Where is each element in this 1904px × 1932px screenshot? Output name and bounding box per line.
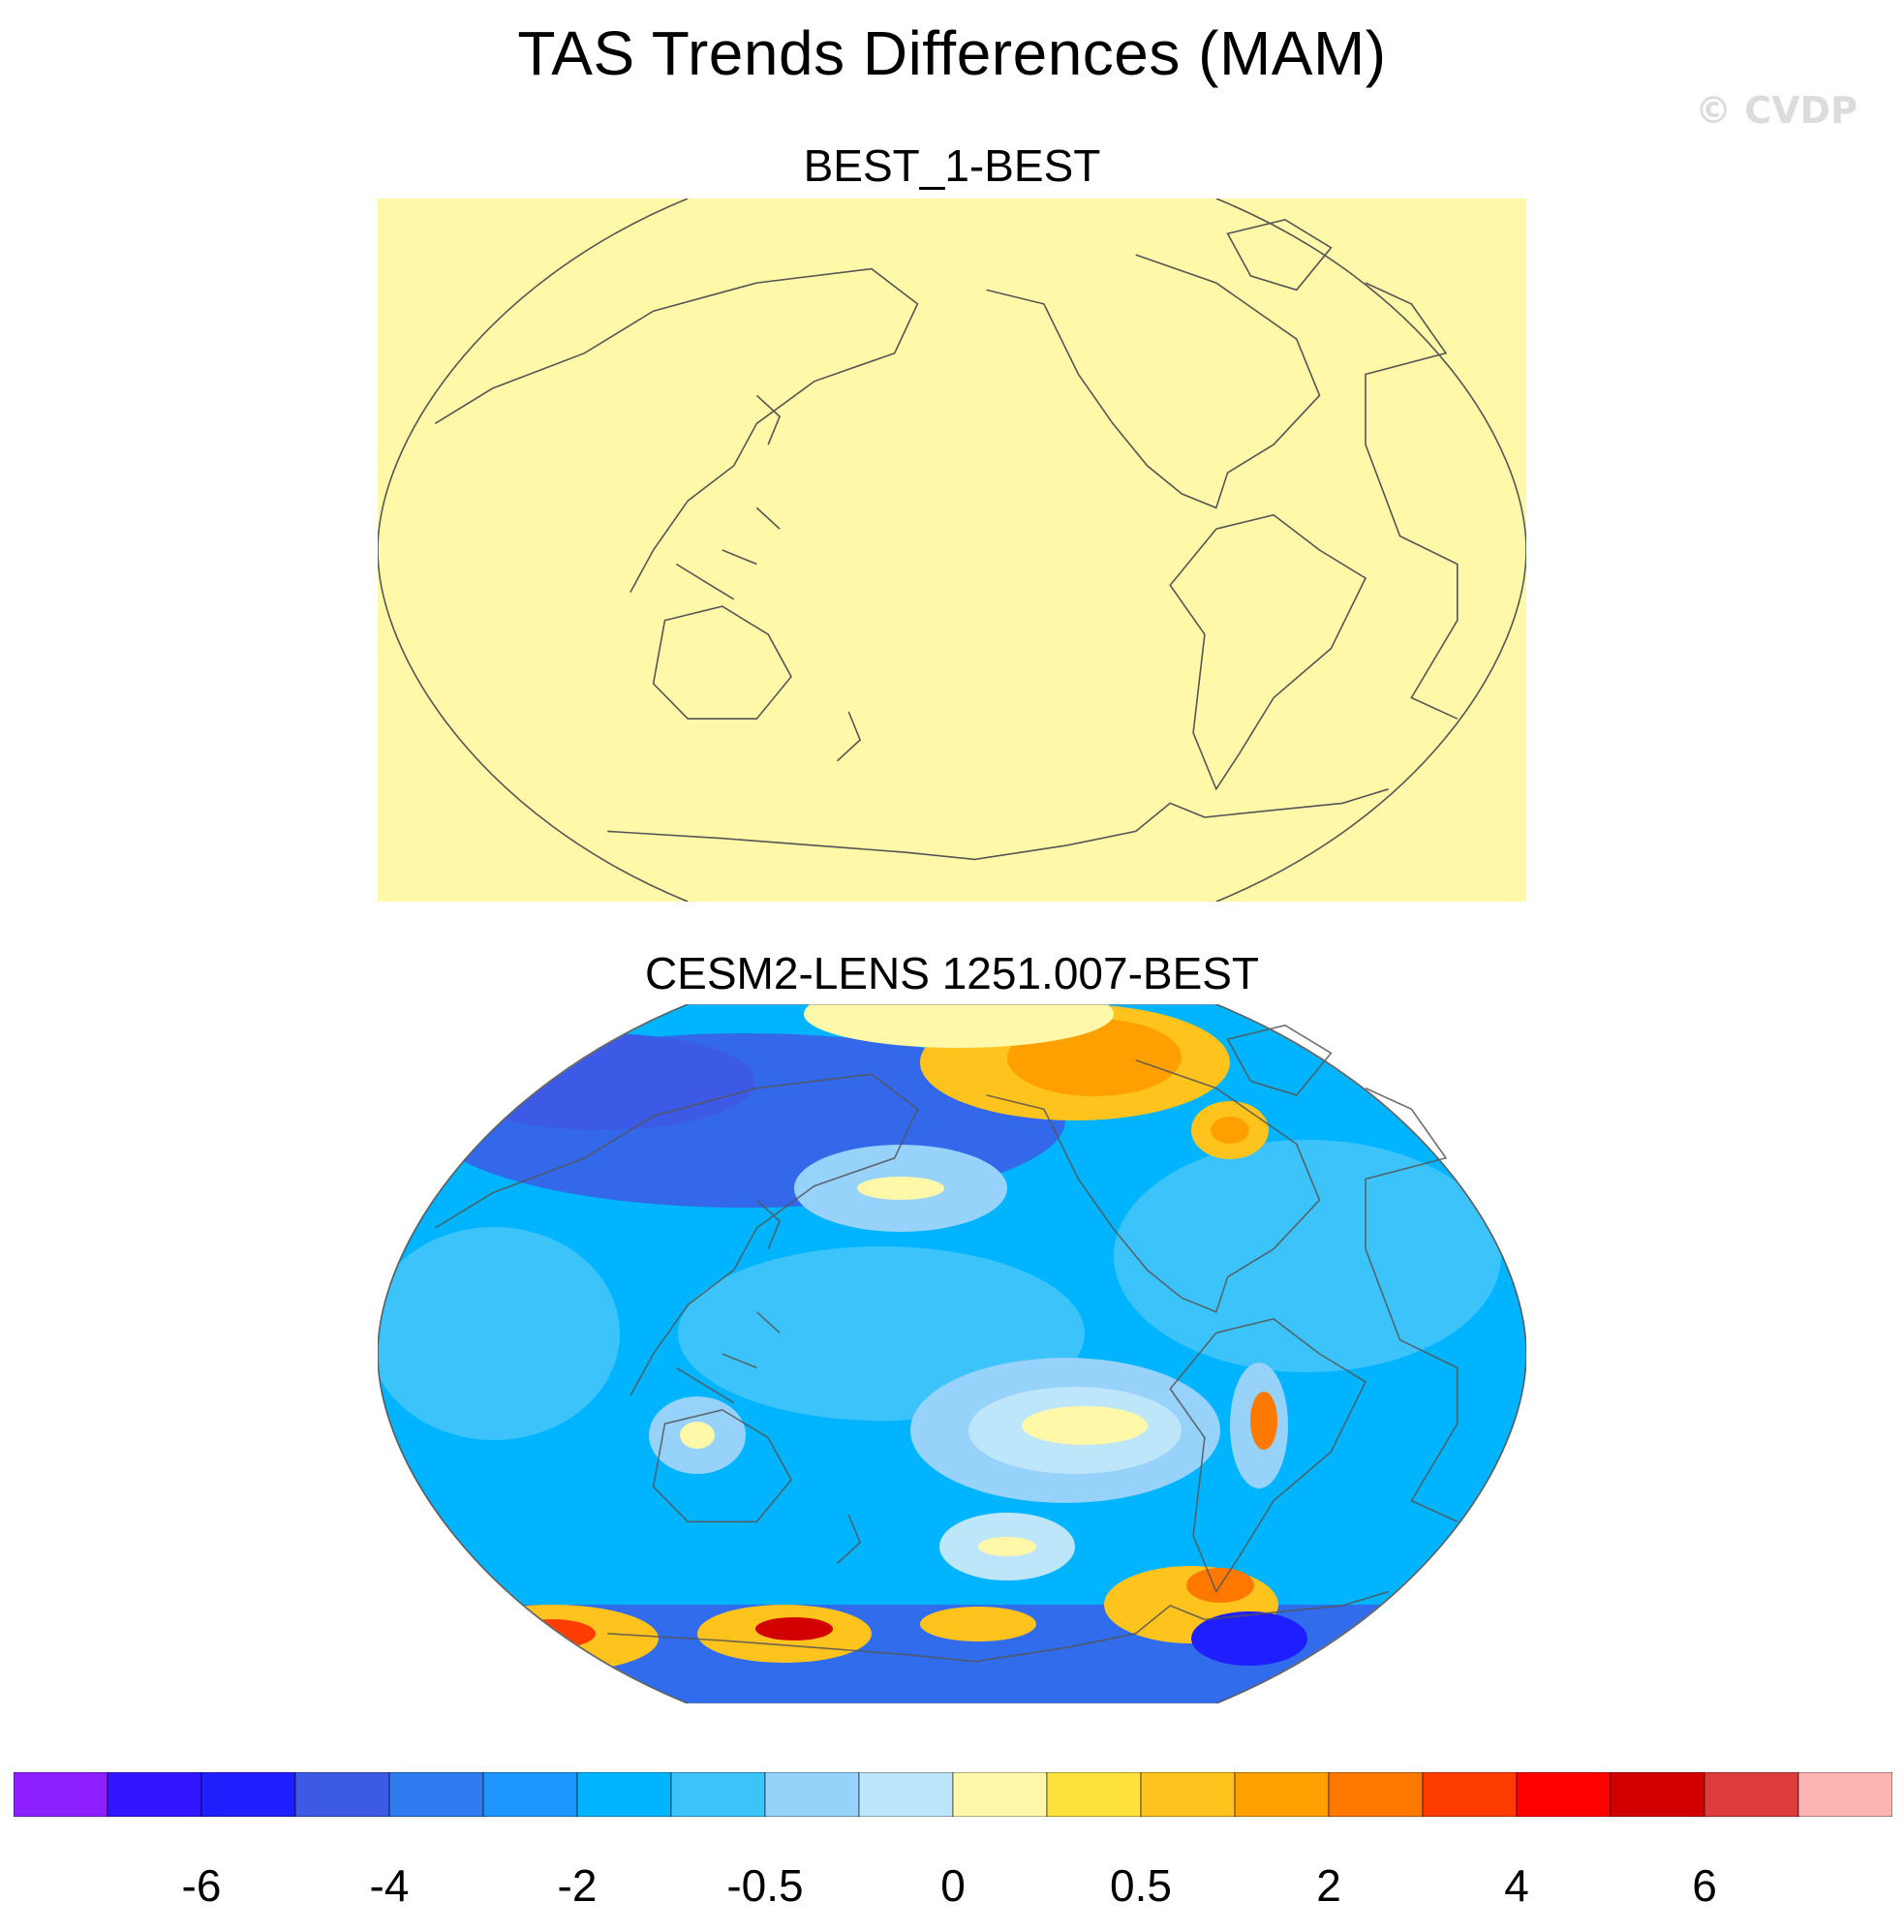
colorbar-box: [294, 1772, 390, 1817]
colorbar-tick-label: -6: [181, 1860, 222, 1911]
colorbar-box: [1610, 1772, 1705, 1817]
coastline: [1226, 218, 1333, 291]
colorbar-tick-label: -2: [557, 1860, 598, 1911]
colorbar-box: [1704, 1772, 1799, 1817]
colorbar-tick-label: -4: [369, 1860, 410, 1911]
colorbar: [14, 1772, 1892, 1817]
watermark: © CVDP: [1695, 89, 1858, 132]
coastline: [1169, 1318, 1367, 1594]
coastline: [675, 1311, 781, 1404]
coastline: [836, 711, 862, 762]
colorbar-box: [14, 1772, 108, 1817]
colorbar-box: [670, 1772, 766, 1817]
colorbar-box: [1422, 1772, 1518, 1817]
colorbar-box: [482, 1772, 578, 1817]
coastline: [652, 1408, 792, 1523]
coastline: [836, 1514, 862, 1565]
colorbar-box: [388, 1772, 484, 1817]
colorbar-box: [858, 1772, 954, 1817]
colorbar-tick-label: 4: [1504, 1860, 1529, 1911]
coastline: [607, 1590, 1389, 1663]
colorbar-box: [1797, 1772, 1892, 1817]
panel-1-field: [378, 199, 1526, 902]
colorbar-tick-label: 6: [1692, 1860, 1717, 1911]
panel-1-map: [378, 199, 1526, 902]
coastline: [1365, 282, 1459, 720]
coastline: [986, 254, 1321, 509]
colorbar-tick-label: -0.5: [726, 1860, 804, 1911]
colorbar-box: [1234, 1772, 1330, 1817]
panel-2-title: CESM2-LENS 1251.007-BEST: [644, 948, 1260, 998]
colorbar-box: [1516, 1772, 1612, 1817]
coastline: [652, 605, 792, 720]
colorbar-box: [200, 1772, 296, 1817]
colorbar-tick-label: 0.5: [1110, 1860, 1172, 1911]
panel-1-coastlines: [378, 199, 1526, 902]
coastline: [1226, 1024, 1333, 1096]
coastline: [1365, 1087, 1459, 1523]
panel-2-field: [378, 1004, 1526, 1703]
coastline: [755, 1199, 782, 1250]
coastline: [986, 1059, 1321, 1313]
panel-2-map: [378, 1004, 1526, 1703]
globe-outline: [378, 199, 1526, 902]
colorbar-box: [107, 1772, 202, 1817]
globe-outline: [378, 1004, 1526, 1703]
colorbar-tick-label: 0: [940, 1860, 966, 1911]
coastline: [675, 506, 781, 600]
colorbar-box: [952, 1772, 1048, 1817]
colorbar-box: [764, 1772, 860, 1817]
coastline: [1169, 513, 1367, 791]
colorbar-box: [1140, 1772, 1236, 1817]
coastline: [434, 267, 919, 593]
main-title: TAS Trends Differences (MAM): [517, 18, 1387, 88]
colorbar-box: [1046, 1772, 1142, 1817]
colorbar-box: [1328, 1772, 1424, 1817]
colorbar-box: [576, 1772, 672, 1817]
coastline: [607, 788, 1389, 861]
coastline: [755, 394, 782, 445]
panel-2-coastlines: [378, 1004, 1526, 1703]
coastline: [434, 1073, 919, 1396]
panel-1-title: BEST_1-BEST: [803, 140, 1101, 191]
colorbar-tick-label: 2: [1316, 1860, 1341, 1911]
